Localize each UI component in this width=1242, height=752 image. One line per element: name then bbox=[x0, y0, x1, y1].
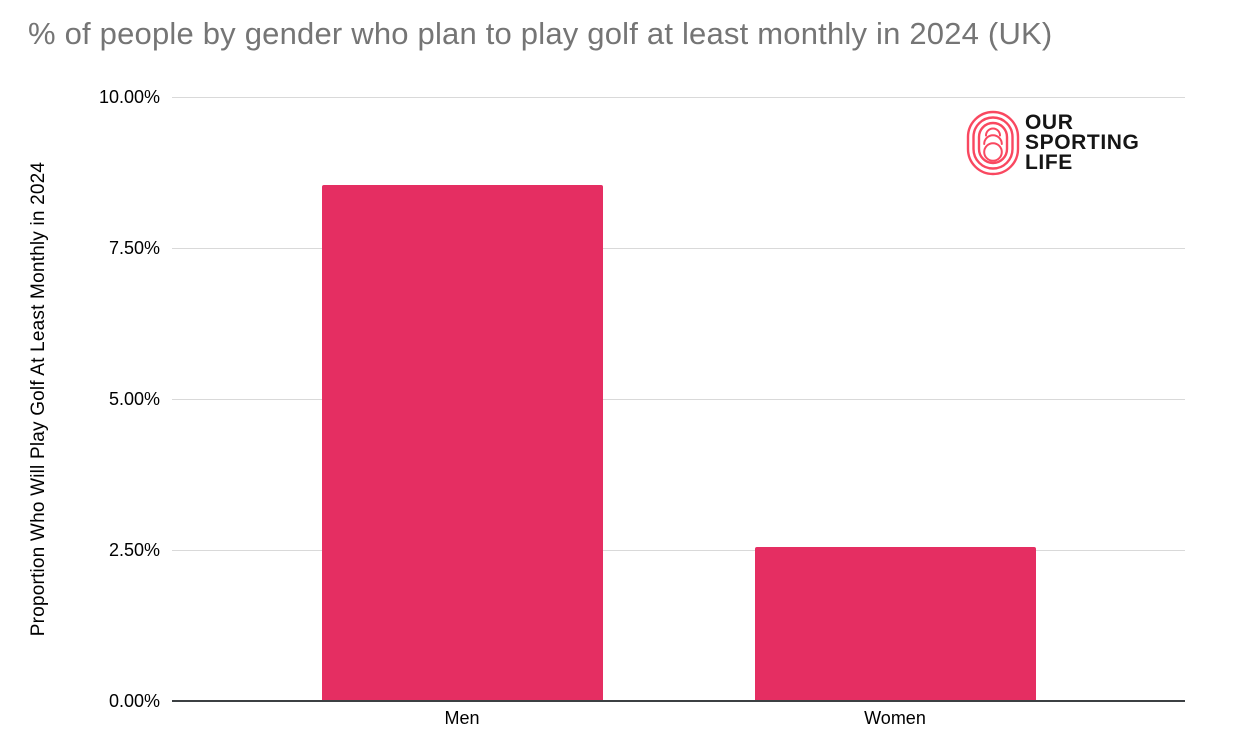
x-axis-label-women: Women bbox=[864, 708, 926, 728]
y-tick-label: 7.50% bbox=[108, 238, 160, 258]
logo-wordmark-line: LIFE bbox=[1025, 151, 1073, 174]
y-tick-label: 0.00% bbox=[108, 691, 160, 711]
gridline bbox=[172, 399, 1185, 400]
logo-wordmark-line: OUR bbox=[1025, 111, 1074, 134]
bar-women bbox=[755, 546, 1036, 701]
y-tick-label: 5.00% bbox=[108, 389, 160, 409]
track-rings-icon bbox=[966, 110, 1020, 176]
y-tick-label: 2.50% bbox=[108, 540, 160, 560]
logo-wordmark-line: SPORTING bbox=[1025, 131, 1140, 154]
gridline bbox=[172, 248, 1185, 249]
chart-title: % of people by gender who plan to play g… bbox=[28, 16, 1053, 51]
x-axis-label-men: Men bbox=[444, 708, 480, 728]
our-sporting-life-logo: OUR SPORTING LIFE bbox=[966, 110, 1139, 176]
logo-wordmark: OUR SPORTING LIFE bbox=[1025, 111, 1140, 174]
bar-men bbox=[322, 185, 603, 701]
x-axis-line bbox=[172, 700, 1185, 702]
gridline bbox=[172, 550, 1185, 551]
y-tick-label: 10.00% bbox=[98, 87, 160, 107]
gridline bbox=[172, 97, 1185, 98]
plot-area bbox=[172, 97, 1185, 702]
